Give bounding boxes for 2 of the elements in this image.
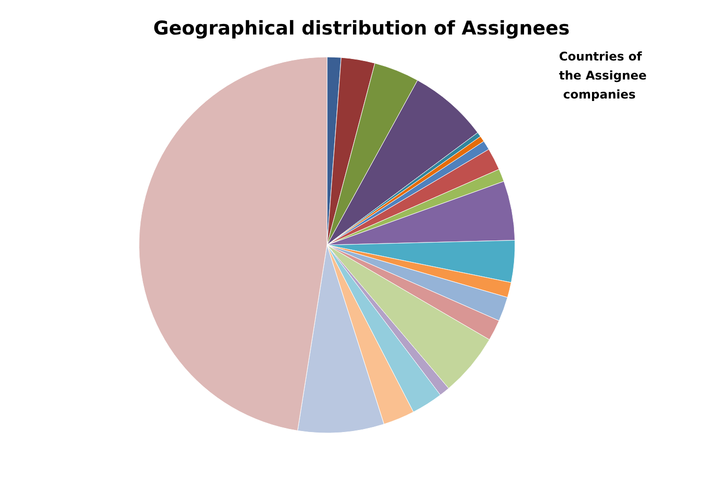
legend-title: Countries of the Assignee companies (559, 50, 647, 102)
chart-title: Geographical distribution of Assignees (153, 18, 570, 40)
